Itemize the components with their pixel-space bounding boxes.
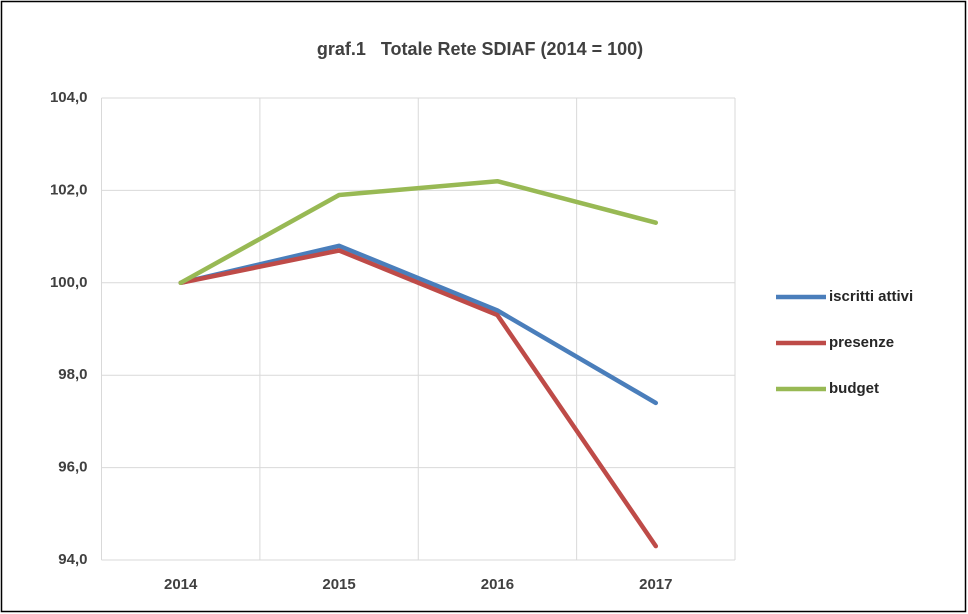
y-tick-label: 94,0	[58, 551, 87, 568]
y-tick-label: 96,0	[58, 459, 87, 476]
y-tick-label: 104,0	[50, 89, 88, 106]
y-tick-label: 100,0	[50, 274, 88, 291]
x-tick-label: 2016	[481, 576, 514, 593]
series-line	[178, 178, 659, 286]
y-tick-label: 102,0	[50, 181, 88, 198]
series-line	[178, 248, 659, 549]
series-line	[178, 243, 659, 406]
legend-label: iscritti attivi	[829, 288, 913, 305]
legend-label: presenze	[829, 334, 894, 351]
legend-label: budget	[829, 380, 879, 397]
chart-title: graf.1 Totale Rete SDIAF (2014 = 100)	[317, 39, 643, 59]
x-tick-label: 2014	[164, 576, 198, 593]
x-tick-label: 2015	[322, 576, 355, 593]
y-tick-label: 98,0	[58, 366, 87, 383]
x-tick-label: 2017	[639, 576, 672, 593]
